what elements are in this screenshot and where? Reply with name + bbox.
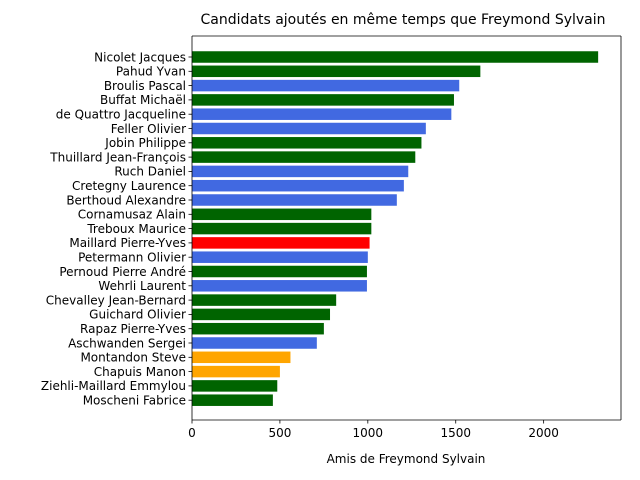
y-tick-label: Chevalley Jean-Bernard (46, 293, 186, 307)
y-tick-label: Cornamusaz Alain (78, 208, 186, 222)
bar-cretegny-laurence (192, 179, 404, 192)
bar-cornamusaz-alain (192, 208, 372, 221)
bar-rapaz-pierre-yves (192, 322, 324, 335)
bar-treboux-maurice (192, 222, 372, 235)
bar-nicolet-jacques (192, 51, 599, 63)
y-tick-label: Guichard Olivier (89, 308, 186, 322)
x-tick-label: 1000 (353, 426, 384, 440)
x-tick-label: 0 (188, 426, 196, 440)
bar-jobin-philippe (192, 137, 422, 149)
bar-guichard-olivier (192, 308, 331, 321)
bar-ziehli-maillard-emmylou (192, 380, 278, 392)
y-tick-label: Cretegny Laurence (72, 179, 186, 193)
bar-de-quattro-jacqueline (192, 108, 452, 120)
bar-feller-olivier (192, 122, 426, 135)
y-tick-label: Montandon Steve (80, 351, 186, 365)
chart-title: Candidats ajoutés en même temps que Frey… (200, 12, 605, 28)
bar-petermann-olivier (192, 251, 368, 263)
bar-pernoud-pierre-andre (192, 265, 367, 278)
y-tick-label: Chapuis Manon (94, 365, 186, 379)
bar-wehrli-laurent (192, 280, 367, 292)
bar-montandon-steve (192, 351, 291, 364)
x-tick-label: 500 (268, 426, 291, 440)
x-tick-label: 1500 (440, 426, 471, 440)
bar-thuillard-jean-francois (192, 151, 416, 163)
bars-layer (192, 51, 599, 406)
y-tick-label: Moscheni Fabrice (83, 394, 186, 408)
bar-berthoud-alexandre (192, 194, 397, 206)
x-axis-label: Amis de Freymond Sylvain (327, 452, 486, 466)
bar-maillard-pierre-yves (192, 237, 370, 249)
bar-chapuis-manon (192, 365, 280, 378)
y-tick-label: Jobin Philippe (104, 136, 186, 150)
y-tick-label: Ziehli-Maillard Emmylou (41, 379, 186, 393)
y-tick-label: Buffat Michaël (100, 93, 186, 107)
bar-moscheni-fabrice (192, 394, 273, 406)
y-tick-label: de Quattro Jacqueline (56, 108, 186, 122)
y-tick-label: Rapaz Pierre-Yves (80, 322, 186, 336)
y-tick-label: Ruch Daniel (114, 165, 186, 179)
y-tick-label: Wehrli Laurent (98, 279, 186, 293)
y-tick-label: Nicolet Jacques (94, 50, 186, 64)
y-tick-label: Broulis Pascal (104, 79, 186, 93)
y-tick-label: Thuillard Jean-François (49, 150, 186, 164)
y-tick-label: Pernoud Pierre André (59, 265, 186, 279)
y-tick-label: Aschwanden Sergei (68, 336, 186, 350)
y-tick-label: Pahud Yvan (116, 65, 186, 79)
x-tick-label: 2000 (528, 426, 559, 440)
bar-pahud-yvan (192, 65, 481, 78)
bar-chevalley-jean-bernard (192, 294, 337, 306)
bar-aschwanden-sergei (192, 337, 317, 349)
y-tick-label: Berthoud Alexandre (66, 193, 186, 207)
y-tick-label: Treboux Maurice (86, 222, 186, 236)
bar-ruch-daniel (192, 165, 409, 178)
y-tick-label: Maillard Pierre-Yves (69, 236, 186, 250)
y-tick-label: Petermann Olivier (78, 251, 186, 265)
bar-buffat-michael (192, 94, 454, 106)
bar-broulis-pascal (192, 79, 460, 92)
y-tick-label: Feller Olivier (111, 122, 186, 136)
